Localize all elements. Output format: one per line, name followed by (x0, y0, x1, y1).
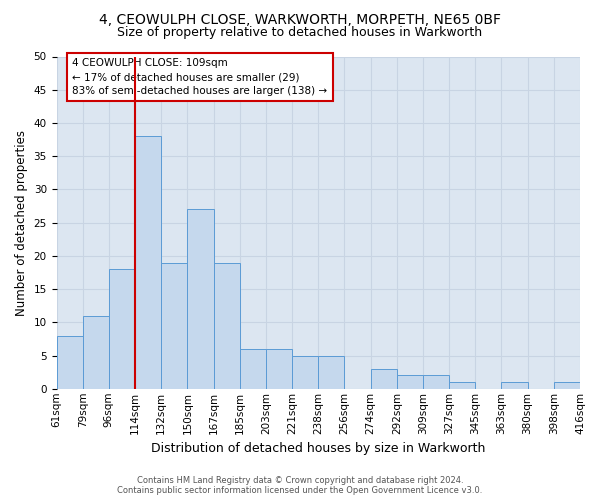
Bar (214, 262, 240, 389)
Text: 4, CEOWULPH CLOSE, WARKWORTH, MORPETH, NE65 0BF: 4, CEOWULPH CLOSE, WARKWORTH, MORPETH, N… (99, 12, 501, 26)
Bar (397, 376, 423, 389)
Bar (240, 349, 266, 389)
Text: 4 CEOWULPH CLOSE: 109sqm
← 17% of detached houses are smaller (29)
83% of semi-d: 4 CEOWULPH CLOSE: 109sqm ← 17% of detach… (72, 58, 328, 96)
Bar (292, 356, 318, 389)
X-axis label: Distribution of detached houses by size in Warkworth: Distribution of detached houses by size … (151, 442, 485, 455)
Bar (109, 269, 135, 389)
Bar (318, 356, 344, 389)
Bar (135, 136, 161, 389)
Bar (266, 349, 292, 389)
Y-axis label: Number of detached properties: Number of detached properties (15, 130, 28, 316)
Bar (83, 316, 109, 389)
Text: Contains HM Land Registry data © Crown copyright and database right 2024.
Contai: Contains HM Land Registry data © Crown c… (118, 476, 482, 495)
Bar (554, 382, 580, 389)
Bar (56, 336, 83, 389)
Bar (371, 369, 397, 389)
Bar (187, 210, 214, 389)
Bar (449, 382, 475, 389)
Bar (423, 376, 449, 389)
Bar (502, 382, 527, 389)
Bar (161, 262, 187, 389)
Text: Size of property relative to detached houses in Warkworth: Size of property relative to detached ho… (118, 26, 482, 39)
